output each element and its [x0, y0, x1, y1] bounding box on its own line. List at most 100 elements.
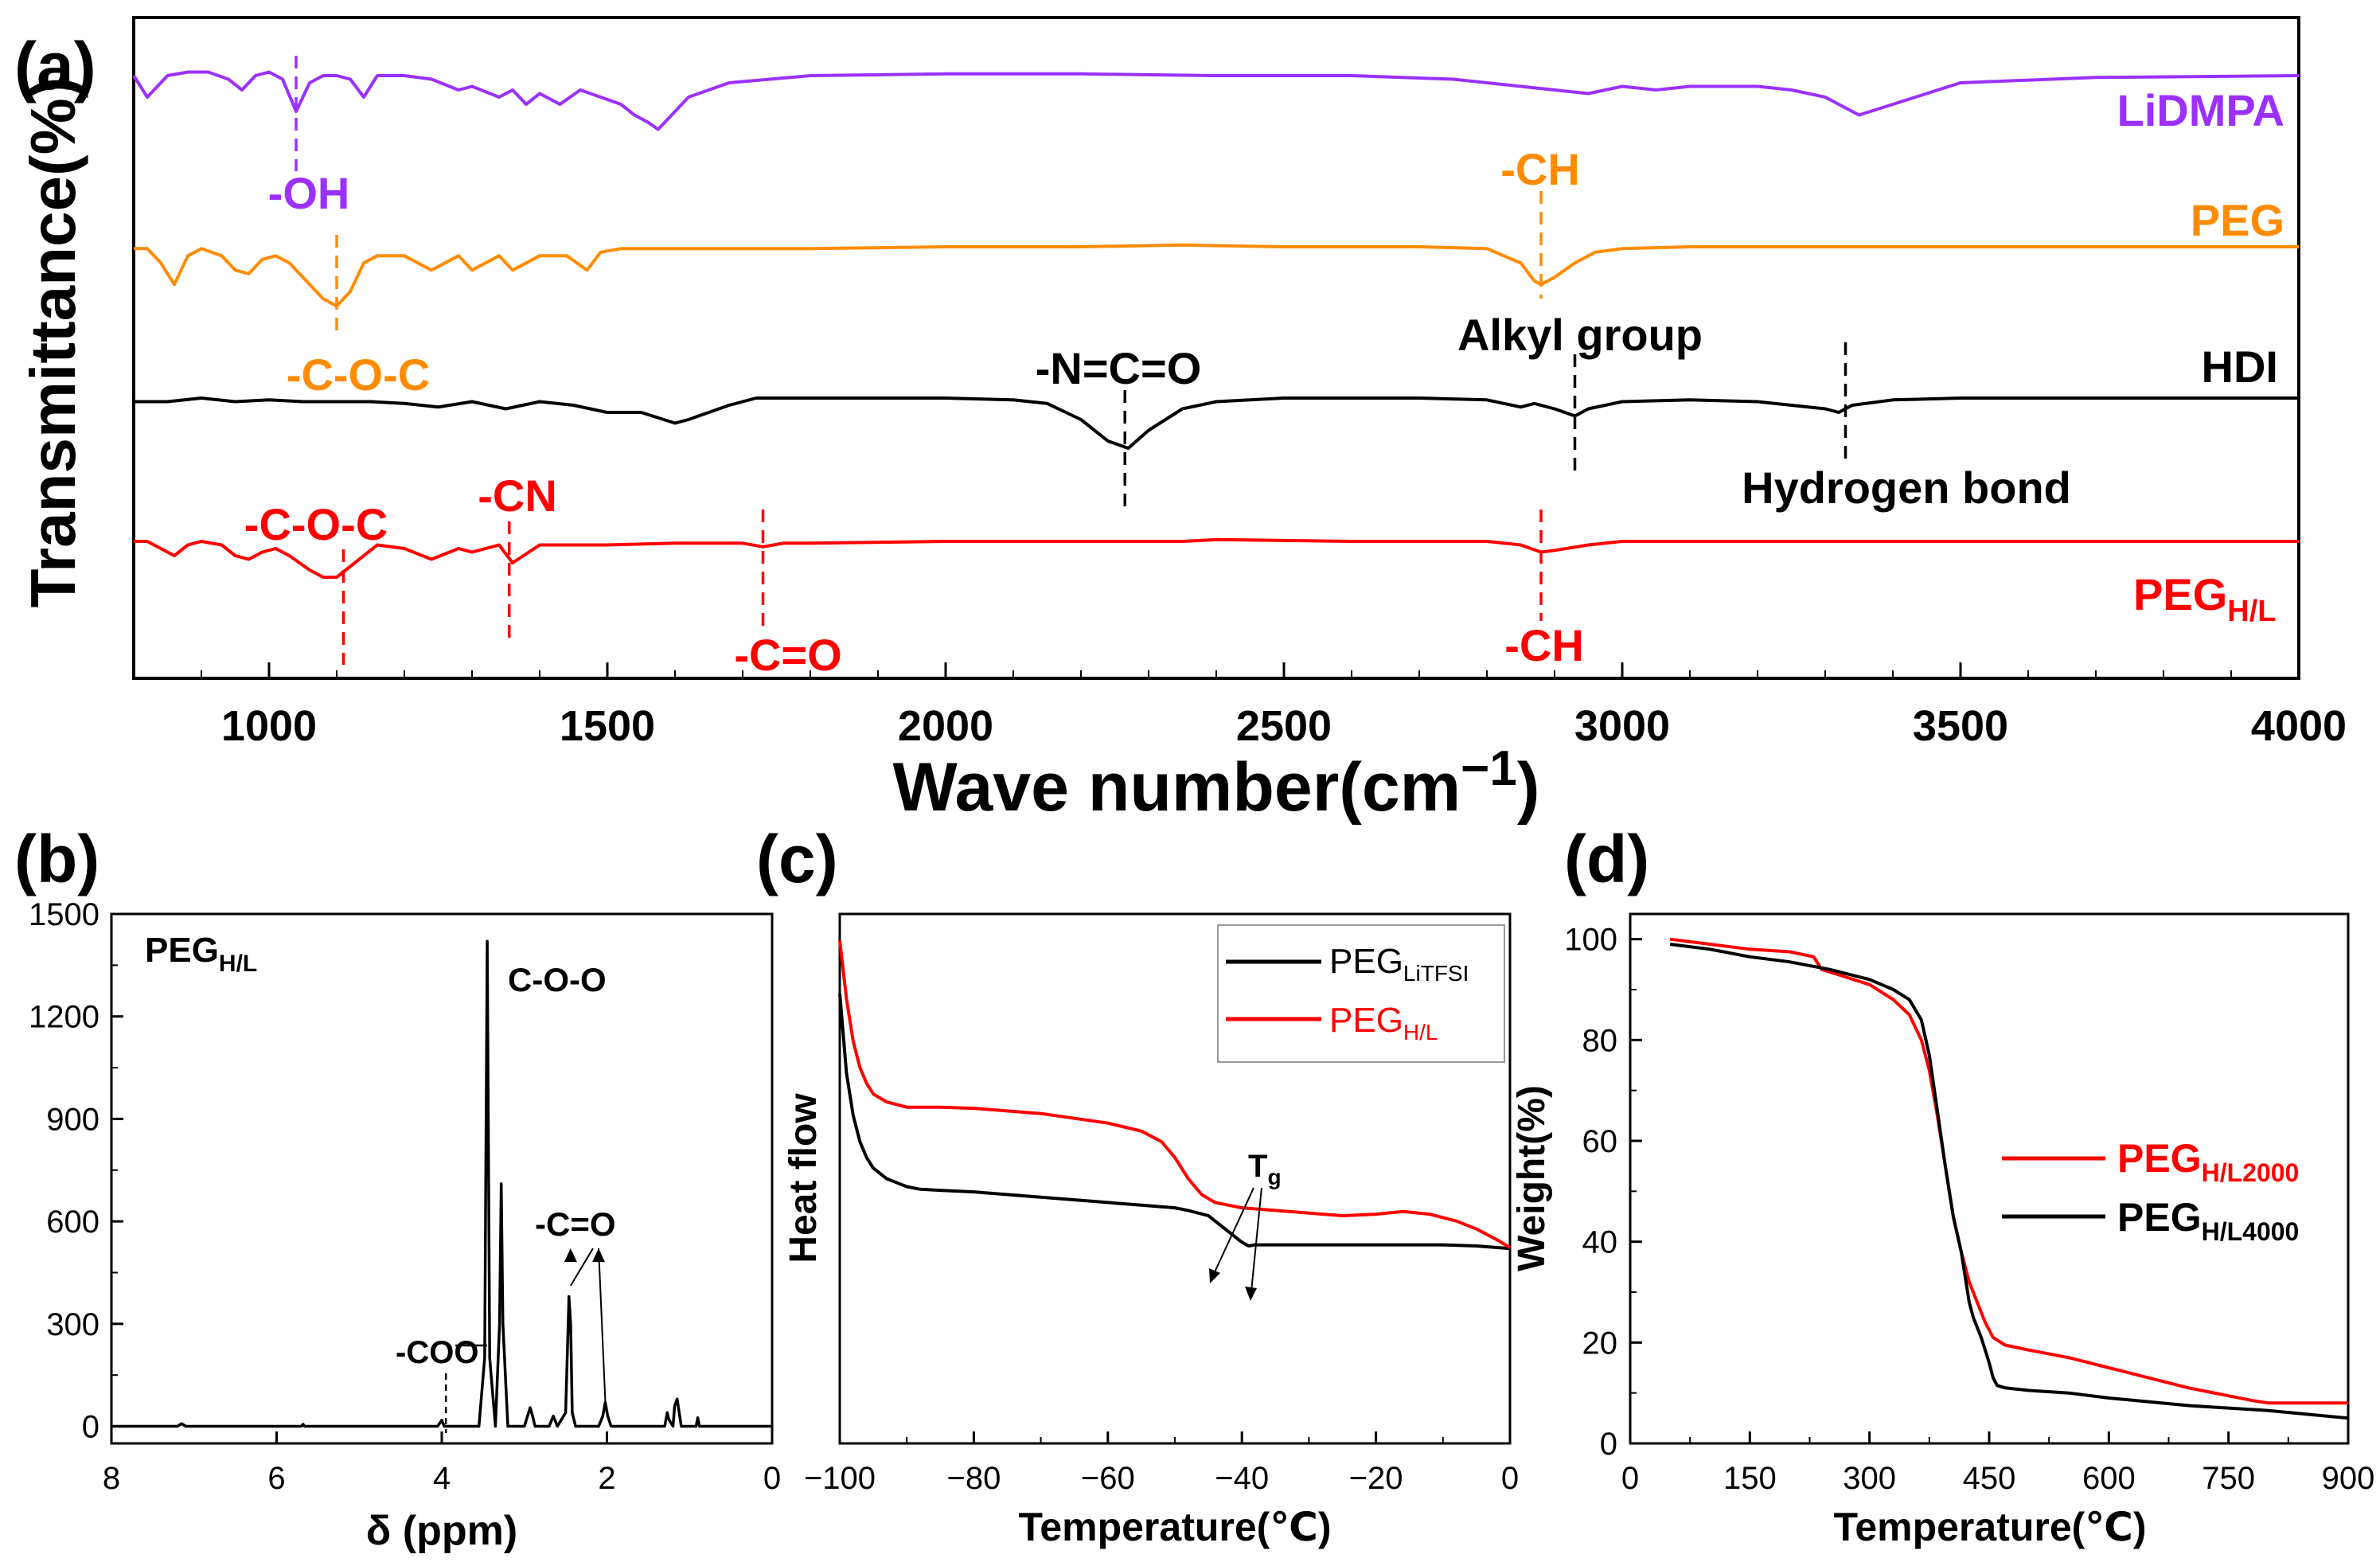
tg-arrowhead-black	[1245, 1287, 1257, 1301]
y-tick-label-d: 20	[1582, 1326, 1618, 1361]
arrowhead-co-1	[564, 1248, 577, 1262]
x-axis-label-a: Wave number(cm−1)	[892, 741, 1539, 826]
series-line-peg-hl-nmr	[111, 939, 772, 1428]
series-label-hdi: HDI	[2202, 342, 2278, 392]
x-tick-label-d: 300	[1843, 1461, 1896, 1496]
x-ticks-a: 1000 1500 2000 2500 3000 3500 4000	[201, 662, 2347, 750]
x-tick-label-d: 450	[1963, 1461, 2016, 1496]
annotation-coc-red: -C-O-C	[244, 499, 388, 549]
annotation-ch-bottom: -CH	[1504, 620, 1584, 670]
annotation-lines-a	[295, 56, 1847, 665]
y-tick-label-d: 60	[1582, 1124, 1618, 1159]
x-tick-label-d: 150	[1723, 1461, 1777, 1496]
annotation-alkyl: Alkyl group	[1457, 310, 1703, 360]
annotation-coc-orange: -C-O-C	[287, 350, 430, 400]
y-tick-label-b: 1500	[29, 897, 99, 932]
x-tick-label-d: 600	[2082, 1461, 2136, 1496]
ticks-d: 0 150 300 450 600 750 900 0 20 40 60 80 100	[1564, 923, 2374, 1496]
legend-box-c	[1217, 924, 1505, 1063]
panel-label-a: (a)	[14, 29, 96, 103]
arrow-co-1	[569, 1248, 594, 1287]
series-line-peg-h-l	[838, 940, 1512, 1249]
series-a	[132, 70, 2300, 579]
panel-a: (a) 1000 1500 2000 2500 3000 3500 4000 Wave nu…	[14, 16, 2347, 826]
series-b	[111, 939, 772, 1428]
x-tick-label-a: 3000	[1574, 702, 1670, 750]
legend-d: PEGH/L2000 PEGH/L4000	[2002, 1136, 2299, 1246]
tg-arrowhead-red	[1209, 1268, 1220, 1283]
series-line-lidmpa	[132, 70, 2300, 131]
legend-c: PEGLiTFSI PEGH/L	[1217, 924, 1505, 1063]
x-tick-label-d: 900	[2322, 1461, 2375, 1496]
series-line-hdi	[134, 396, 2299, 450]
x-axis-label-b: δ (ppm)	[366, 1508, 517, 1554]
x-tick-label-a: 3500	[1913, 702, 2008, 750]
panel-d: (d) 0 150 300 450 600 750 900 0 20 40 60 80 100 Temp…	[1511, 822, 2374, 1549]
annotation-tg: Tg	[1248, 1149, 1282, 1189]
y-tick-label-b: 900	[46, 1102, 99, 1137]
annotation-coo-peak: C-O-O	[508, 961, 607, 998]
x-tick-label-c: 0	[1501, 1461, 1519, 1496]
annotation-oh: -OH	[268, 168, 350, 218]
series-c	[838, 940, 1512, 1251]
legend-label-litfsi: PEGLiTFSI	[1329, 942, 1469, 986]
tg-arrow-red	[1213, 1187, 1254, 1275]
plot-frame-a	[132, 16, 2300, 680]
x-tick-label-a: 4000	[2251, 702, 2347, 750]
panel-label-b: (b)	[14, 822, 99, 896]
x-tick-label-a: 2500	[1236, 702, 1332, 750]
panel-b: (b) 8 6 4 2 0 0 300 600 900 1200 1500 δ (ppm) PEGH…	[14, 822, 781, 1554]
x-tick-label-b: 4	[433, 1461, 451, 1496]
series-line-peg-h-l4000	[1669, 943, 2349, 1420]
x-tick-label-c: −100	[804, 1461, 876, 1496]
panel-label-c: (c)	[756, 822, 838, 896]
series-line-peg-litfsi	[838, 993, 1511, 1251]
x-tick-label-d: 0	[1621, 1461, 1639, 1496]
y-tick-label-b: 300	[46, 1307, 99, 1342]
series-label-peg: PEG	[2191, 195, 2284, 245]
x-tick-label-b: 2	[598, 1461, 615, 1496]
x-tick-label-b: 0	[763, 1461, 781, 1496]
series-line-peg-h-l	[134, 537, 2299, 579]
x-axis-label-d: Temperature(℃)	[1833, 1505, 2146, 1549]
panel-c: (c) −100 −80 −60 −40 −20 0 Temperature(℃) Hea…	[756, 822, 1519, 1549]
x-tick-label-a: 1500	[560, 702, 655, 750]
tg-arrow-black	[1250, 1187, 1262, 1292]
panel-label-d: (d)	[1564, 822, 1649, 896]
legend-label-hl-c: PEGH/L	[1329, 1001, 1438, 1045]
annotation-co-b: -C=O	[535, 1205, 616, 1243]
annotation-nco: -N=C=O	[1036, 343, 1202, 393]
annotation-cn: -CN	[478, 471, 557, 521]
x-tick-label-c: −20	[1349, 1461, 1403, 1496]
x-tick-label-c: −80	[946, 1461, 1001, 1496]
annotation-hbond: Hydrogen bond	[1742, 463, 2071, 513]
annotation-coo: -COO	[396, 1335, 478, 1370]
annotation-lines-b	[444, 1248, 607, 1433]
series-label-peg-hl: PEGH/L	[2133, 569, 2276, 628]
annotation-co-red: -C=O	[734, 630, 841, 680]
legend-label-l4000: PEGH/L4000	[2117, 1195, 2299, 1246]
x-tick-label-a: 2000	[898, 702, 993, 750]
series-line-peg	[134, 243, 2299, 308]
y-tick-label-d: 0	[1600, 1427, 1617, 1462]
x-tick-label-b: 6	[267, 1461, 285, 1496]
x-tick-label-c: −60	[1081, 1461, 1135, 1496]
y-tick-label-d: 80	[1582, 1023, 1618, 1058]
legend-label-l2000: PEGH/L2000	[2117, 1136, 2299, 1187]
annotation-ch-top: -CH	[1500, 144, 1580, 194]
y-tick-label-d: 40	[1582, 1225, 1618, 1260]
y-tick-label-b: 600	[46, 1205, 99, 1240]
y-axis-label-c: Heat flow	[782, 1093, 825, 1263]
x-tick-label-d: 750	[2202, 1461, 2255, 1496]
ticks-b: 8 6 4 2 0 0 300 600 900 1200 1500	[29, 897, 781, 1496]
x-tick-label-a: 1000	[221, 702, 317, 750]
series-d	[1669, 937, 2349, 1420]
x-tick-label-b: 8	[103, 1461, 120, 1496]
y-tick-label-b: 0	[82, 1410, 99, 1445]
y-axis-label-d: Weight(%)	[1511, 1085, 1553, 1271]
arrow-co-2	[598, 1248, 607, 1402]
y-axis-label-a: Transmittance(%)	[18, 77, 88, 608]
y-tick-label-b: 1200	[29, 1000, 99, 1035]
ticks-c: −100 −80 −60 −40 −20 0	[804, 1431, 1519, 1496]
